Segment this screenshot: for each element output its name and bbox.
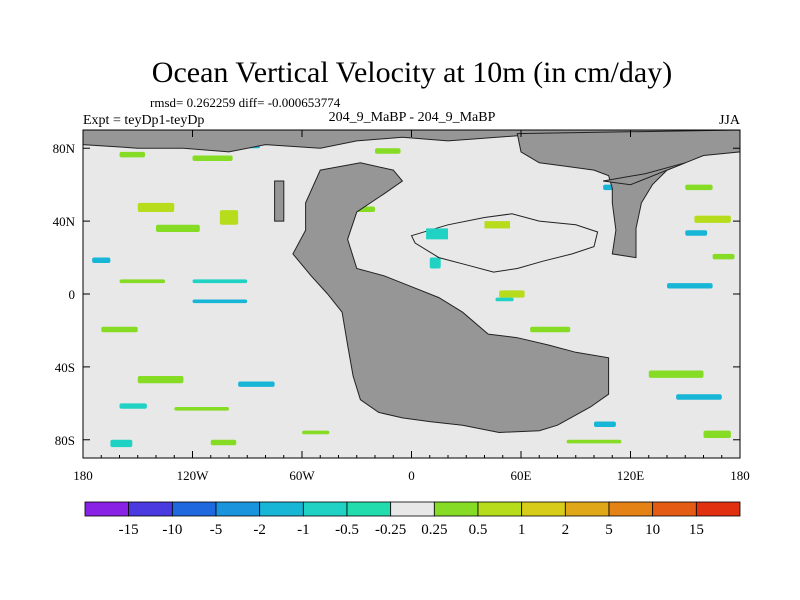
colorbar-label: 15: [689, 522, 704, 538]
anomaly-patch: [712, 253, 735, 260]
anomaly-patch: [703, 430, 731, 438]
x-tick-label: 180: [730, 468, 750, 483]
y-tick-label: 40N: [53, 214, 76, 229]
island-arc: [274, 180, 285, 222]
anomaly-patch: [119, 279, 166, 284]
x-tick-label: 60E: [511, 468, 532, 483]
y-tick-label: 80S: [55, 433, 75, 448]
map-panel: [82, 129, 741, 459]
x-tick-label: 60W: [289, 468, 315, 483]
anomaly-patch: [219, 210, 239, 225]
anomaly-patch: [238, 381, 275, 387]
center-label: 204_9_MaBP - 204_9_MaBP: [329, 110, 496, 125]
anomaly-patch: [594, 421, 616, 428]
x-tick-label: 120E: [617, 468, 645, 483]
anomaly-patch: [174, 406, 229, 411]
anomaly-patch: [92, 257, 111, 264]
season-label: JJA: [719, 113, 741, 128]
colorbar-label: 2: [562, 522, 570, 538]
colorbar-label: -2: [253, 522, 266, 538]
anomaly-patch: [302, 430, 330, 435]
colorbar-swatch: [302, 501, 348, 517]
x-tick-label: 120W: [177, 468, 210, 483]
anomaly-patch: [110, 439, 133, 448]
anomaly-patch: [676, 394, 722, 400]
x-tick-label: 0: [408, 468, 415, 483]
inland-sea: [410, 213, 599, 273]
anomaly-patch: [495, 297, 514, 302]
anomaly-patch: [137, 376, 184, 384]
inland-sea-patch: [484, 221, 511, 229]
x-axis: 180 120W 60W 0 60E 120E 180: [73, 130, 750, 483]
colorbar-swatch: [215, 501, 261, 517]
colorbar-swatch: [390, 501, 435, 517]
y-tick-label: 0: [69, 287, 76, 302]
anomaly-patch: [694, 215, 731, 223]
anomaly-patch: [566, 439, 622, 444]
y-tick-label: 80N: [53, 141, 76, 156]
colorbar-swatch: [695, 501, 741, 517]
anomaly-patch: [648, 370, 704, 378]
far-east-strip: [603, 162, 686, 186]
colorbar-swatch: [652, 501, 697, 517]
y-axis: 80N 40N 0 40S 80S: [53, 141, 740, 448]
colorbar-label: 10: [645, 522, 660, 538]
anomaly-patch: [192, 155, 233, 161]
colorbar-swatch: [608, 501, 654, 517]
colorbar-label: -15: [119, 522, 139, 538]
colorbar-swatch: [171, 501, 217, 517]
chart-title: Ocean Vertical Velocity at 10m (in cm/da…: [152, 56, 672, 89]
anomaly-patch: [685, 230, 708, 236]
colorbar-swatch: [84, 501, 130, 517]
anomaly-patch: [101, 326, 138, 333]
inland-sea-patch: [426, 228, 448, 240]
colorbar-label: -0.5: [335, 522, 359, 538]
colorbar-label: -5: [210, 522, 223, 538]
y-tick-label: 40S: [55, 360, 75, 375]
x-tick-label: 180: [73, 468, 93, 483]
colorbar-label: 0.25: [421, 522, 447, 538]
colorbar-swatch: [128, 501, 173, 517]
colorbar: -15 -10 -5 -2 -1 -0.5 -0.25 0.25 0.5 1 2 5 10 15: [84, 501, 741, 538]
colorbar-label: 0.5: [469, 522, 488, 538]
colorbar-label: 1: [518, 522, 526, 538]
colorbar-label: -0.25: [375, 522, 406, 538]
anomaly-patch: [119, 151, 146, 158]
anomaly-patch: [156, 224, 200, 233]
colorbar-swatch: [564, 501, 610, 517]
anomaly-patch: [530, 326, 571, 333]
anomaly-patch: [685, 184, 713, 191]
western-continent: [292, 162, 610, 434]
colorbar-swatch: [259, 501, 304, 517]
anomaly-patch: [429, 257, 441, 269]
anomaly-patch: [119, 403, 147, 409]
colorbar-swatch: [346, 501, 392, 517]
colorbar-label: -10: [162, 522, 182, 538]
colorbar-swatch: [477, 501, 523, 517]
anomaly-patch: [375, 148, 401, 154]
colorbar-swatch: [521, 501, 566, 517]
colorbar-swatch: [433, 501, 479, 517]
anomaly-patch: [210, 439, 237, 446]
land-masses: [82, 129, 741, 434]
anomaly-patch: [137, 202, 175, 212]
experiment-label: Expt = teyDp1-teyDp: [83, 113, 204, 128]
colorbar-label: 5: [605, 522, 613, 538]
eastern-continent: [516, 129, 741, 259]
anomaly-patch: [667, 283, 713, 289]
anomaly-patch: [192, 279, 248, 284]
anomaly-patch: [192, 299, 248, 304]
colorbar-label: -1: [297, 522, 310, 538]
stats-text: rmsd= 0.262259 diff= -0.000653774: [150, 95, 341, 110]
anomaly-patch: [499, 290, 525, 298]
